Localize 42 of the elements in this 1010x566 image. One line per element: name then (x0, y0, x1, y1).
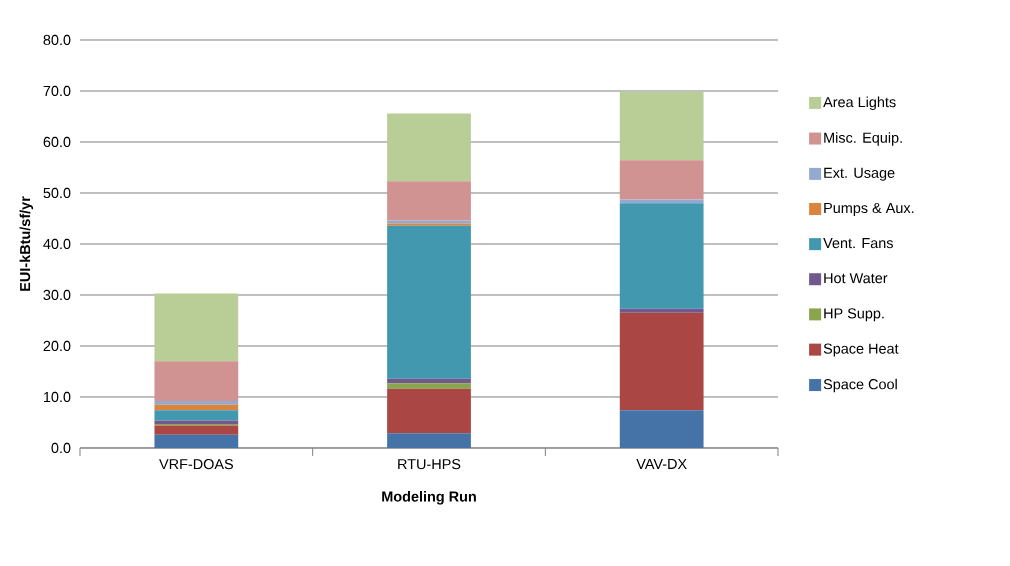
x-tick-label: VAV-DX (636, 459, 687, 469)
bar (387, 113, 471, 182)
legend-label: Vent. Fans (823, 238, 893, 249)
legend-label: Space Heat (823, 343, 899, 357)
bar (154, 410, 239, 421)
bar (619, 92, 704, 161)
legend-label: Space Cool (823, 378, 897, 393)
legend-label: Ext. Usage (824, 167, 895, 181)
y-tick-label: 10.0 (43, 391, 71, 403)
bar (154, 420, 239, 425)
y-tick-label: 20.0 (43, 340, 71, 352)
x-tick-label: VRF-DOAS (159, 458, 234, 470)
legend-label: HP Supp. (824, 308, 884, 322)
x-tick-label: RTU-HPS (398, 458, 461, 470)
legend-label: Hot Water (824, 273, 888, 284)
legend-label: Area Lights (823, 96, 896, 111)
bar (154, 361, 239, 402)
bar (619, 203, 704, 309)
bar (154, 293, 239, 362)
y-tick-label: 0.0 (51, 442, 71, 454)
y-tick-label: 50.0 (43, 187, 71, 199)
bar (387, 383, 471, 389)
y-tick-label: 60.0 (43, 136, 71, 148)
y-tick-label: 40.0 (43, 238, 71, 250)
bar (619, 410, 704, 448)
x-axis-title: Modeling Run (382, 491, 476, 505)
bar (154, 401, 239, 405)
y-tick-label: 70.0 (43, 85, 71, 97)
legend-label: Misc. Equip. (824, 132, 902, 146)
bar (619, 160, 704, 200)
y-tick-label: 80.0 (43, 34, 71, 46)
bar (619, 312, 704, 411)
bar (619, 308, 704, 313)
y-tick-label: 30.0 (43, 289, 71, 301)
legend-label: Pumps & Aux. (824, 202, 914, 216)
bar (387, 225, 471, 379)
bar (387, 388, 471, 434)
bar (154, 425, 239, 435)
bar (154, 434, 239, 448)
y-axis-title: EUI-kBtu/sf/yr (19, 196, 34, 291)
bar (387, 181, 471, 221)
bar (387, 433, 471, 448)
